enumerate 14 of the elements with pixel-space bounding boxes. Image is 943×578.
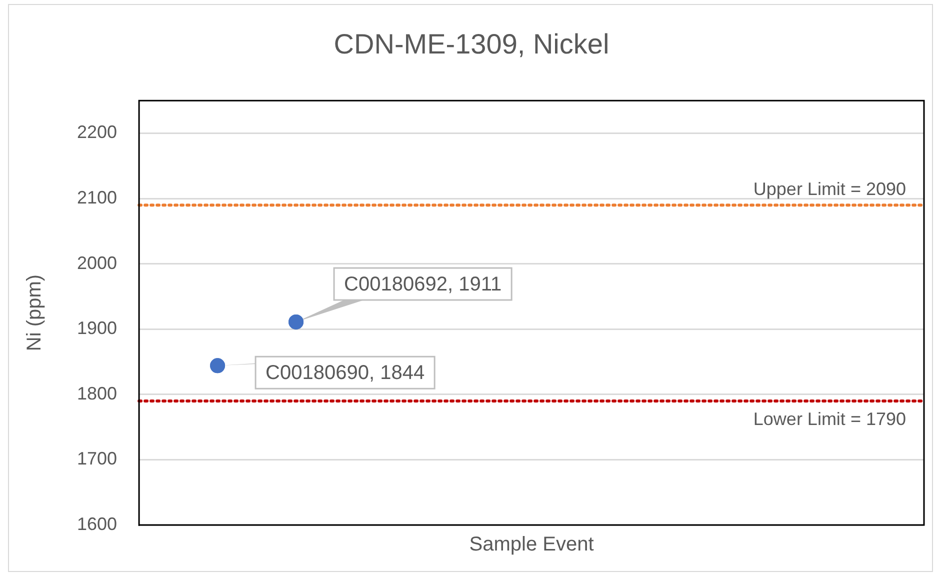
y-tick-label: 1800	[76, 383, 118, 404]
y-tick-label: 2100	[76, 188, 118, 208]
ref-line-label: Upper Limit = 2090	[753, 179, 906, 200]
y-tick-label: 1900	[76, 318, 118, 338]
y-tick-label: 2000	[76, 252, 118, 273]
y-tick-label: 1600	[76, 514, 118, 534]
ref-line-label: Lower Limit = 1790	[753, 408, 906, 429]
y-tick-label: 1700	[76, 448, 118, 469]
x-axis-title: Sample Event	[469, 534, 594, 556]
y-tick-label: 2200	[76, 122, 118, 142]
data-label: C00180690, 1844	[266, 362, 425, 384]
chart-title: CDN-ME-1309, Nickel	[334, 28, 610, 60]
data-label: C00180692, 1911	[344, 273, 502, 296]
y-axis-title: Ni (ppm)	[24, 274, 46, 352]
